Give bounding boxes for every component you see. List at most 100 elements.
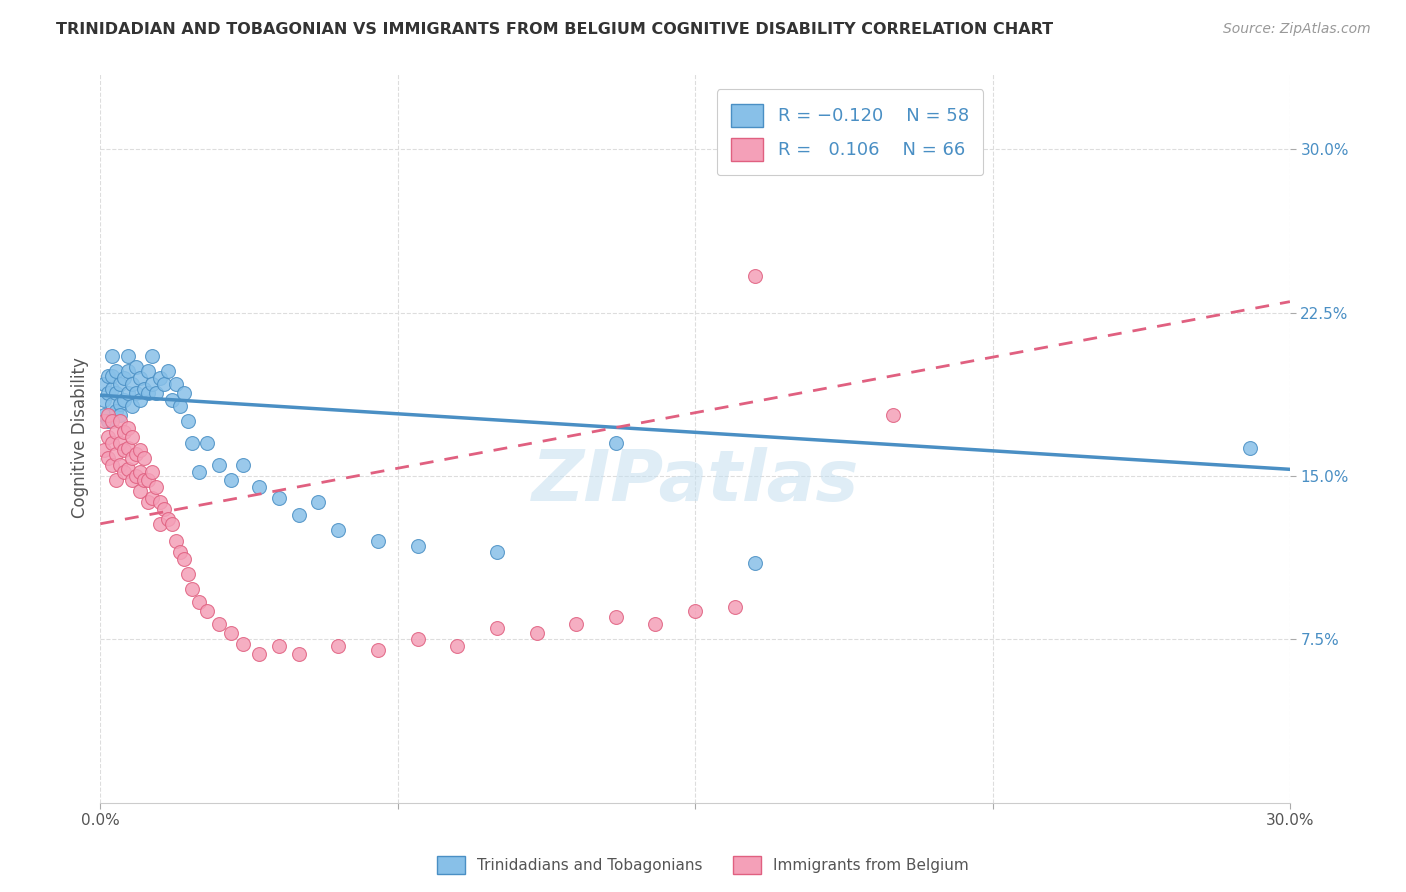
Point (112, 442, 135, 457)
Point (108, 436, 131, 450)
Point (132, 473, 155, 487)
Point (232, 458, 254, 472)
Point (141, 465, 163, 479)
Point (287, 508, 309, 522)
Point (132, 382, 155, 396)
Point (112, 371, 135, 385)
Point (197, 604, 219, 618)
Point (267, 639, 290, 653)
Point (208, 458, 231, 472)
Point (97, 408, 120, 422)
Point (565, 616, 588, 631)
Point (882, 408, 904, 422)
Legend: Trinidadians and Tobagonians, Immigrants from Belgium: Trinidadians and Tobagonians, Immigrants… (432, 850, 974, 880)
Point (149, 495, 172, 509)
Point (93, 377, 115, 392)
Point (169, 545, 191, 559)
Point (485, 621, 508, 635)
Point (121, 399, 143, 413)
Point (328, 524, 350, 538)
Point (644, 616, 666, 631)
Point (93, 442, 115, 457)
Point (105, 447, 128, 461)
Point (176, 566, 198, 581)
Point (117, 364, 139, 378)
Point (328, 639, 350, 653)
Point (112, 425, 135, 440)
Point (156, 364, 179, 378)
Point (108, 458, 131, 472)
Point (169, 399, 191, 413)
Point (149, 516, 172, 531)
Point (367, 643, 389, 657)
Point (247, 480, 270, 494)
Point (129, 392, 152, 407)
Point (93, 414, 115, 428)
Point (125, 386, 148, 401)
Point (307, 495, 329, 509)
Point (121, 430, 143, 444)
Point (105, 364, 128, 378)
Point (173, 551, 195, 566)
Point (117, 462, 139, 476)
Point (136, 364, 159, 378)
Point (97, 451, 120, 466)
Point (101, 397, 124, 411)
Point (160, 516, 183, 531)
Point (125, 447, 148, 461)
Point (108, 414, 131, 428)
Point (446, 639, 468, 653)
Point (232, 636, 254, 650)
Point (208, 616, 231, 631)
Point (188, 465, 211, 479)
Point (219, 625, 242, 640)
Point (683, 604, 706, 618)
Point (101, 414, 124, 428)
Point (605, 610, 627, 624)
Text: ZIPatlas: ZIPatlas (531, 447, 859, 516)
Point (129, 371, 152, 385)
Point (117, 421, 139, 435)
Point (156, 512, 179, 526)
Point (485, 545, 508, 559)
Point (117, 386, 139, 401)
Point (219, 473, 242, 487)
Point (367, 534, 389, 549)
Point (105, 473, 128, 487)
Point (136, 495, 159, 509)
Point (93, 408, 115, 422)
Point (173, 386, 195, 401)
Y-axis label: Cognitive Disability: Cognitive Disability (72, 358, 89, 518)
Point (188, 595, 211, 609)
Point (406, 539, 429, 553)
Text: Source: ZipAtlas.com: Source: ZipAtlas.com (1223, 22, 1371, 37)
Point (101, 349, 124, 363)
Point (101, 382, 124, 396)
Point (105, 425, 128, 440)
Point (136, 386, 159, 401)
Point (108, 408, 131, 422)
Point (197, 436, 219, 450)
Point (129, 442, 152, 457)
Point (165, 534, 187, 549)
Point (605, 436, 627, 450)
Point (97, 368, 120, 383)
Point (526, 625, 548, 640)
Point (121, 377, 143, 392)
Point (145, 480, 167, 494)
Point (97, 430, 120, 444)
Point (149, 371, 172, 385)
Point (180, 582, 202, 596)
Point (724, 599, 747, 614)
Point (744, 556, 766, 570)
Point (101, 368, 124, 383)
Point (152, 377, 174, 392)
Text: TRINIDADIAN AND TOBAGONIAN VS IMMIGRANTS FROM BELGIUM COGNITIVE DISABILITY CORRE: TRINIDADIAN AND TOBAGONIAN VS IMMIGRANTS… (56, 22, 1053, 37)
Point (160, 392, 183, 407)
Point (117, 441, 139, 455)
Point (125, 468, 148, 483)
Point (105, 403, 128, 417)
Point (141, 491, 163, 505)
Point (406, 632, 429, 647)
Point (141, 377, 163, 392)
